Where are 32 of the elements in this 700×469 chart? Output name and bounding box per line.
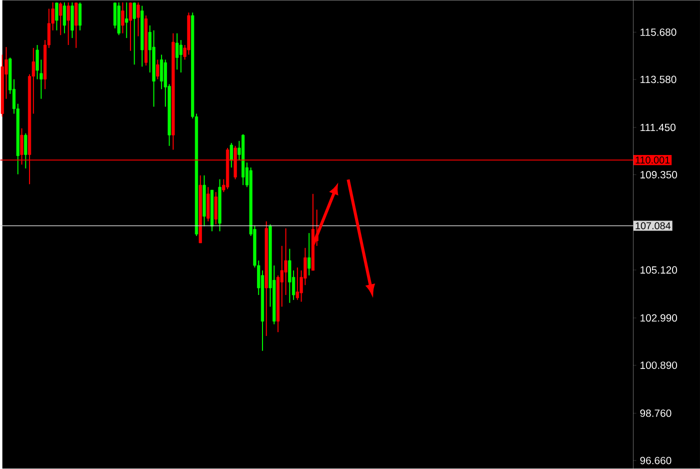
y-tick-label: 98.760 (640, 410, 672, 418)
ref-line-label: 110.001 (636, 156, 670, 164)
candlestick (125, 2, 128, 39)
y-tick-label: 105.120 (640, 266, 678, 274)
candlestick (214, 192, 218, 225)
candlestick (132, 2, 136, 66)
candlestick (176, 32, 179, 70)
candlestick (62, 2, 66, 34)
y-tick-label: 111.450 (640, 124, 676, 132)
candlestick (128, 2, 132, 52)
candlestick (66, 2, 70, 46)
ref-line-label: 107.084 (636, 222, 671, 230)
candlestick (59, 2, 62, 36)
candlestick (308, 232, 311, 276)
y-tick-label: 115.680 (640, 28, 676, 36)
candlestick (230, 142, 233, 168)
y-tick-label: 102.990 (640, 314, 678, 322)
candlestick (24, 132, 28, 170)
candlestick (288, 248, 292, 304)
y-tick-label: 96.660 (640, 456, 672, 464)
candlestick (136, 2, 140, 37)
candlestick (121, 2, 124, 34)
candlestick (179, 40, 183, 74)
y-tick-label: 100.890 (640, 362, 678, 370)
candlestick (74, 2, 78, 49)
candlestick (160, 54, 164, 90)
y-tick-label: 109.350 (640, 171, 678, 179)
candlestick (78, 2, 82, 31)
candlestick (296, 267, 299, 301)
candlestick (156, 59, 160, 80)
y-tick-label: 113.580 (640, 76, 676, 84)
candlestick (55, 2, 58, 31)
